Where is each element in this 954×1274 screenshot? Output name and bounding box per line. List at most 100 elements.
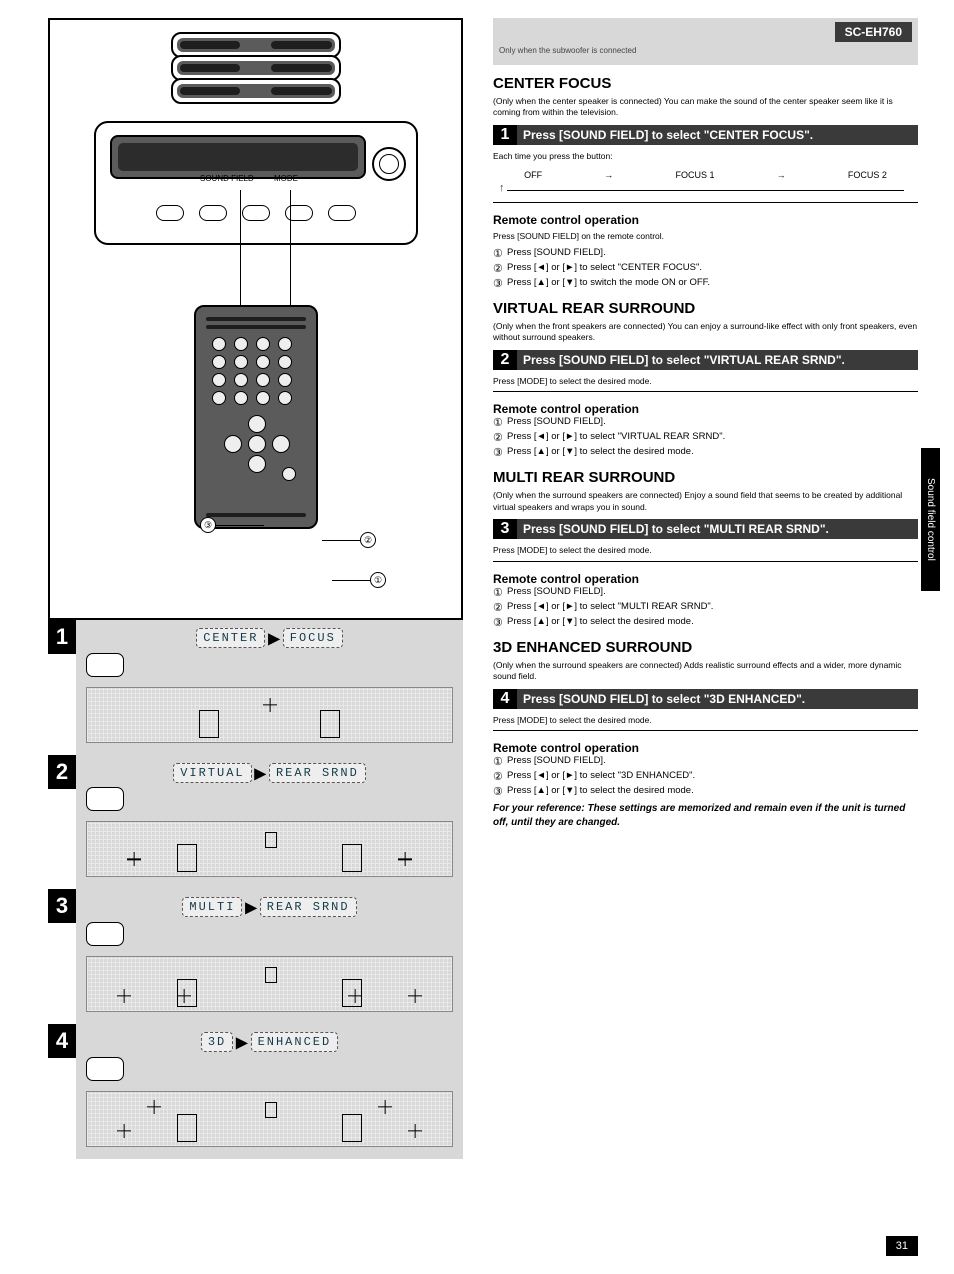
instruction-bar: 3 Press [SOUND FIELD] to select "MULTI R… xyxy=(493,519,918,539)
after-text: Press [MODE] to select the desired mode. xyxy=(493,715,918,726)
lcd-display: CENTER xyxy=(196,628,265,648)
callout-label: MODE xyxy=(274,174,298,183)
mode-option: FOCUS 1 xyxy=(675,170,714,180)
model-subtext: Only when the subwoofer is connected xyxy=(499,42,912,55)
remote-heading: Remote control operation xyxy=(493,741,918,755)
ol-text: Press [SOUND FIELD]. xyxy=(507,416,606,429)
instruction-text: Press [SOUND FIELD] to select "3D ENHANC… xyxy=(517,692,918,706)
ol-text: Press [SOUND FIELD]. xyxy=(507,755,606,768)
lcd-display: REAR SRND xyxy=(260,897,357,917)
instruction-number: 4 xyxy=(493,689,517,709)
feature-desc: (Only when the front speakers are connec… xyxy=(493,321,918,344)
step-number: 2 xyxy=(48,755,76,789)
model-badge: SC-EH760 xyxy=(835,22,912,42)
remote-note: Press [SOUND FIELD] on the remote contro… xyxy=(493,231,918,242)
mode-option: FOCUS 2 xyxy=(848,170,887,180)
remote-heading: Remote control operation xyxy=(493,402,918,416)
ol-num: ② xyxy=(493,770,507,783)
arrow-right-icon: → xyxy=(604,170,613,180)
ol-num: ③ xyxy=(493,616,507,629)
press-button-icon xyxy=(86,1057,124,1081)
after-text: Press [MODE] to select the desired mode. xyxy=(493,545,918,556)
right-column: SC-EH760 Only when the subwoofer is conn… xyxy=(463,18,918,1256)
instruction-text: Press [SOUND FIELD] to select "VIRTUAL R… xyxy=(517,353,918,367)
ol-text: Press [▲] or [▼] to select the desired m… xyxy=(507,446,694,459)
ol-num: ③ xyxy=(493,785,507,798)
remote-steps: ①Press [SOUND FIELD]. ②Press [◄] or [►] … xyxy=(493,755,918,798)
ol-text: Press [▲] or [▼] to select the desired m… xyxy=(507,616,694,629)
speaker-layout-illustration xyxy=(86,956,453,1012)
instruction-number: 1 xyxy=(493,125,517,145)
remote-heading: Remote control operation xyxy=(493,572,918,586)
feature-title: CENTER FOCUS xyxy=(493,75,918,92)
feature-title: MULTI REAR SURROUND xyxy=(493,469,918,486)
figure-box: SOUND FIELD MODE SOUND FIELD MODE xyxy=(48,18,463,620)
arrow-right-icon: ▶ xyxy=(254,765,266,782)
lcd-display: REAR SRND xyxy=(269,763,366,783)
ol-text: Press [SOUND FIELD]. xyxy=(507,247,606,260)
ol-num: ① xyxy=(493,755,507,768)
instruction-text: Press [SOUND FIELD] to select "CENTER FO… xyxy=(517,128,918,142)
arrow-right-icon: ▶ xyxy=(245,900,257,917)
press-button-icon xyxy=(86,787,124,811)
instruction-number: 2 xyxy=(493,350,517,370)
feature-title: 3D ENHANCED SURROUND xyxy=(493,639,918,656)
feature-desc: (Only when the surround speakers are con… xyxy=(493,660,918,683)
manual-page: SOUND FIELD MODE SOUND FIELD MODE xyxy=(0,0,954,1274)
mode-option: OFF xyxy=(524,170,542,180)
remote-illustration xyxy=(194,305,318,529)
press-button-icon xyxy=(86,653,124,677)
step-number: 1 xyxy=(48,620,76,654)
deck-stack-illustration xyxy=(171,32,341,104)
reference-note: For your reference: These settings are m… xyxy=(493,802,918,829)
ol-num: ② xyxy=(493,262,507,275)
arrow-right-icon: ▶ xyxy=(236,1035,248,1052)
ol-num: ① xyxy=(493,586,507,599)
lcd-display: MULTI xyxy=(182,897,242,917)
ol-num: ③ xyxy=(493,277,507,290)
step-number: 4 xyxy=(48,1024,76,1058)
lcd-display: ENHANCED xyxy=(251,1032,339,1052)
feature-desc: (Only when the center speaker is connect… xyxy=(493,96,918,119)
lcd-display: VIRTUAL xyxy=(173,763,251,783)
remote-steps: ①Press [SOUND FIELD]. ②Press [◄] or [►] … xyxy=(493,586,918,629)
mode-options-row: OFF → FOCUS 1 → FOCUS 2 xyxy=(493,170,918,180)
left-column: SOUND FIELD MODE SOUND FIELD MODE xyxy=(48,18,463,1256)
step-number: 3 xyxy=(48,889,76,923)
ol-text: Press [◄] or [►] to select "3D ENHANCED"… xyxy=(507,770,695,783)
each-press-label: Each time you press the button: xyxy=(493,151,918,162)
instruction-bar: 1 Press [SOUND FIELD] to select "CENTER … xyxy=(493,125,918,145)
ol-num: ② xyxy=(493,431,507,444)
instruction-number: 3 xyxy=(493,519,517,539)
remote-steps: ①Press [SOUND FIELD]. ②Press [◄] or [►] … xyxy=(493,247,918,290)
instruction-bar: 4 Press [SOUND FIELD] to select "3D ENHA… xyxy=(493,689,918,709)
ol-text: Press [◄] or [►] to select "MULTI REAR S… xyxy=(507,601,713,614)
ol-num: ① xyxy=(493,416,507,429)
press-button-icon xyxy=(86,922,124,946)
edge-tab: Sound field control xyxy=(921,448,940,591)
ol-num: ② xyxy=(493,601,507,614)
step-block-3: 3 MULTI ▶ REAR SRND xyxy=(48,889,463,1024)
remote-steps: ①Press [SOUND FIELD]. ②Press [◄] or [►] … xyxy=(493,416,918,459)
lcd-display: 3D xyxy=(201,1032,233,1052)
callout-3: ③ xyxy=(200,517,216,533)
ol-text: Press [SOUND FIELD]. xyxy=(507,586,606,599)
ol-text: Press [◄] or [►] to select "CENTER FOCUS… xyxy=(507,262,702,275)
remote-heading: Remote control operation xyxy=(493,213,918,227)
callout-label: SOUND FIELD xyxy=(200,174,254,183)
model-banner: SC-EH760 Only when the subwoofer is conn… xyxy=(493,18,918,65)
page-number: 31 xyxy=(886,1236,918,1256)
speaker-layout-illustration xyxy=(86,687,453,743)
step-block-4: 4 3D ▶ ENHANCED xyxy=(48,1024,463,1159)
ol-text: Press [▲] or [▼] to switch the mode ON o… xyxy=(507,277,710,290)
mode-loop-arrow: ↑ xyxy=(493,182,918,196)
callout-1: ① xyxy=(370,572,386,588)
ol-text: Press [▲] or [▼] to select the desired m… xyxy=(507,785,694,798)
feature-title: VIRTUAL REAR SURROUND xyxy=(493,300,918,317)
callout-2: ② xyxy=(360,532,376,548)
step-block-1: 1 CENTER ▶ FOCUS xyxy=(48,620,463,755)
after-text: Press [MODE] to select the desired mode. xyxy=(493,376,918,387)
speaker-layout-illustration xyxy=(86,1091,453,1147)
instruction-bar: 2 Press [SOUND FIELD] to select "VIRTUAL… xyxy=(493,350,918,370)
feature-desc: (Only when the surround speakers are con… xyxy=(493,490,918,513)
